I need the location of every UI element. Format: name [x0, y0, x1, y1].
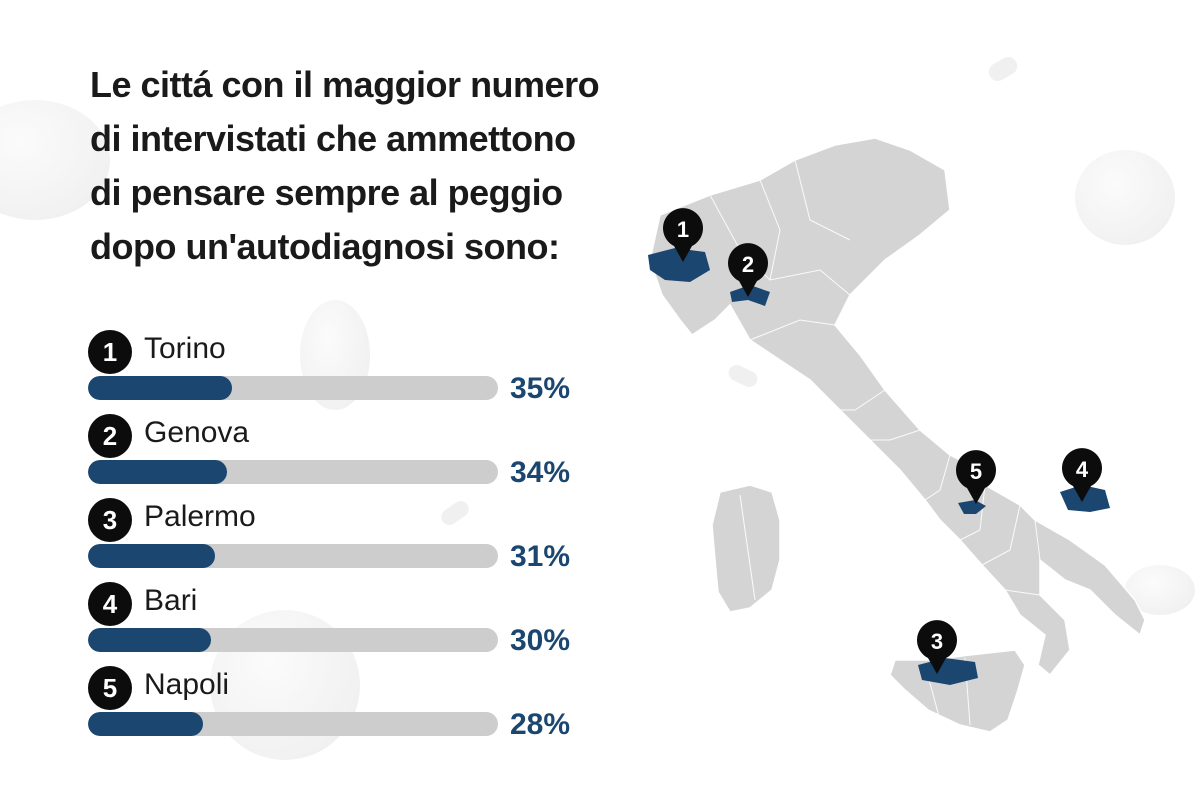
- map-marker-label: 2: [742, 252, 754, 277]
- rank-badge: 2: [88, 414, 132, 458]
- value-label: 34%: [510, 456, 571, 489]
- decorative-pill: [985, 53, 1021, 85]
- bar-track: [88, 460, 498, 484]
- bar-track: [88, 712, 498, 736]
- value-label: 30%: [510, 624, 571, 657]
- map-pin-icon: [663, 208, 703, 262]
- map-marker-genova: 2: [728, 243, 768, 297]
- rank-badge: 1: [88, 330, 132, 374]
- bar-fill: [88, 712, 203, 736]
- rank-item: 4 Bari 30%: [88, 582, 588, 666]
- bar-fill: [88, 376, 232, 400]
- map-regions: [648, 137, 1146, 733]
- map-marker-label: 1: [677, 217, 689, 242]
- map-marker-label: 5: [970, 459, 982, 484]
- value-label: 28%: [510, 708, 571, 741]
- map-markers: 1 2 3 4 5: [663, 208, 1102, 674]
- bar-track: [88, 376, 498, 400]
- highlight-napoli: [958, 500, 986, 514]
- map-mainland: [649, 137, 1146, 677]
- map-sardinia: [711, 484, 781, 613]
- value-label: 35%: [510, 372, 571, 405]
- value-label: 31%: [510, 540, 571, 573]
- chart-title: Le cittá con il maggior numero di interv…: [90, 64, 600, 267]
- highlight-bari: [1060, 485, 1110, 512]
- rank-badge: 3: [88, 498, 132, 542]
- map-marker-palermo: 3: [917, 620, 957, 674]
- italy-map: 1 2 3 4 5: [648, 137, 1146, 733]
- rank-item: 3 Palermo 31%: [88, 498, 588, 582]
- rank-item: 5 Napoli 28%: [88, 666, 588, 750]
- map-pin-icon: [728, 243, 768, 297]
- map-marker-napoli: 5: [955, 450, 996, 504]
- city-label: Napoli: [144, 668, 230, 701]
- rank-item: 1 Torino 35%: [88, 330, 588, 414]
- bar-fill: [88, 628, 211, 652]
- bar-track: [88, 544, 498, 568]
- map-marker-torino: 1: [663, 208, 703, 262]
- highlight-genova: [730, 285, 770, 306]
- city-label: Palermo: [144, 500, 256, 533]
- bar-fill: [88, 544, 216, 568]
- bar-track: [88, 628, 498, 652]
- city-label: Torino: [144, 332, 226, 365]
- highlight-torino: [648, 248, 710, 282]
- rank-badge: 4: [88, 582, 132, 626]
- decorative-blob: [1075, 150, 1175, 245]
- ranking-chart: 1 Torino 35% 2 Genova 34% 3 Palermo 31% 4 Bari 30% 5…: [88, 330, 588, 750]
- map-marker-label: 4: [1076, 457, 1089, 482]
- map-pin-icon: [917, 620, 957, 674]
- bar-fill: [88, 460, 228, 484]
- map-marker-label: 3: [931, 629, 943, 654]
- rank-badge: 5: [88, 666, 132, 710]
- map-marker-bari: 4: [1062, 448, 1102, 502]
- city-label: Bari: [144, 584, 198, 617]
- map-pin-icon: [1062, 448, 1102, 502]
- rank-item: 2 Genova 34%: [88, 414, 588, 498]
- map-pin-icon: [955, 450, 996, 504]
- city-label: Genova: [144, 416, 250, 449]
